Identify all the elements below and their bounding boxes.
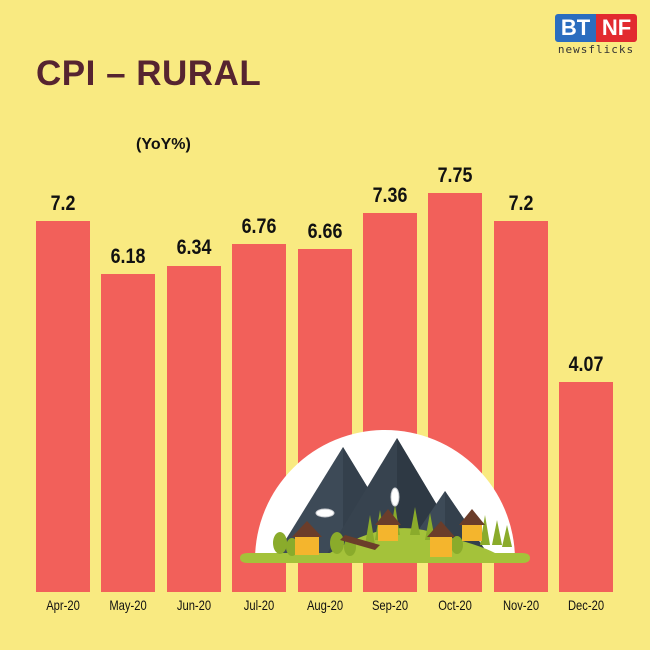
rural-village-mountains-icon: [240, 385, 530, 580]
bar-jun-20: [166, 265, 221, 592]
logo-nf-text: NF: [596, 14, 637, 42]
bar-value-label: 6.18: [111, 244, 146, 268]
logo-tagline: newsflicks: [557, 43, 635, 56]
x-axis-label: Nov-20: [502, 597, 539, 613]
bar-value-label: 7.36: [372, 183, 408, 207]
x-axis-label: Jun-20: [176, 597, 211, 613]
x-axis-label: Dec-20: [568, 597, 605, 613]
bar-value-label: 7.2: [50, 192, 76, 216]
x-axis-label: Aug-20: [306, 597, 343, 613]
x-axis-label: Oct-20: [438, 597, 473, 613]
bar-value-label: 7.75: [438, 163, 473, 187]
bar-apr-20: [36, 221, 90, 592]
unit-label: (YoY%): [136, 136, 191, 153]
chart-title: CPI – RURAL: [36, 54, 262, 93]
brand-logo: BT NF newsflicks: [555, 14, 637, 56]
bar-may-20: [101, 273, 156, 592]
bar-value-label: 7.2: [508, 192, 534, 216]
bar-value-label: 6.34: [176, 236, 212, 260]
bar-value-label: 6.66: [307, 220, 342, 243]
bar-value-label: 4.07: [568, 353, 604, 377]
x-axis-label: Sep-20: [371, 597, 409, 613]
x-axis-label: May-20: [109, 597, 148, 613]
logo-bt-text: BT: [555, 14, 596, 42]
x-axis-label: Apr-20: [46, 597, 80, 613]
bar-value-label: 6.76: [241, 214, 277, 238]
x-axis-label: Jul-20: [243, 597, 275, 613]
bar-dec-20: [559, 382, 614, 592]
